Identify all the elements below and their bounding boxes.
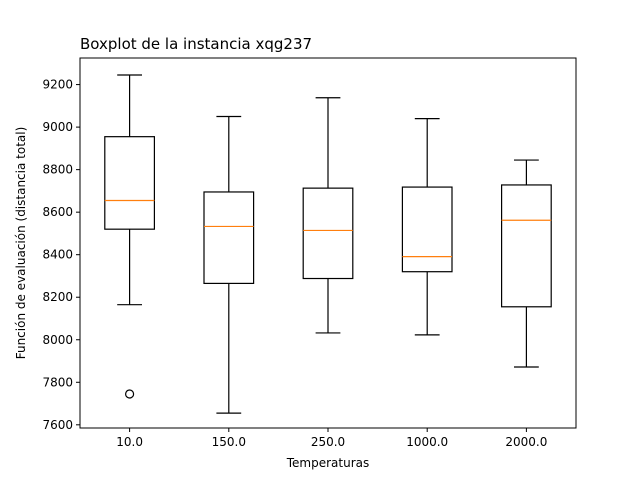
y-axis-label: Función de evaluación (distancia total) bbox=[14, 127, 28, 360]
box-iqr bbox=[104, 136, 156, 230]
y-tick-label: 9000 bbox=[42, 120, 73, 134]
y-tick-label: 9200 bbox=[42, 78, 73, 92]
x-tick-label: 250.0 bbox=[311, 435, 345, 449]
x-tick-label: 10.0 bbox=[116, 435, 143, 449]
y-tick-label: 8400 bbox=[42, 248, 73, 262]
plot-area: 7600 7800 8000 8200 8400 8600 8800 9000 9200 10.0… bbox=[42, 74, 552, 449]
y-tick-label: 7600 bbox=[42, 418, 73, 432]
y-tick-label: 7800 bbox=[42, 375, 73, 389]
box-iqr bbox=[501, 184, 552, 308]
x-tick-label: 2000.0 bbox=[505, 435, 547, 449]
outlier-point bbox=[125, 389, 135, 399]
y-tick-label: 8600 bbox=[42, 205, 73, 219]
box-iqr bbox=[203, 191, 255, 285]
y-tick-label: 8200 bbox=[42, 290, 73, 304]
x-axis-label: Temperaturas bbox=[286, 456, 370, 470]
y-tick-label: 8800 bbox=[42, 163, 73, 177]
x-tick-label: 150.0 bbox=[212, 435, 246, 449]
y-tick-label: 8000 bbox=[42, 333, 73, 347]
box-iqr bbox=[401, 186, 453, 273]
axes-frame bbox=[79, 57, 577, 429]
x-tick-label: 1000.0 bbox=[406, 435, 448, 449]
chart-title: Boxplot de la instancia xqg237 bbox=[80, 35, 312, 53]
box-iqr bbox=[302, 187, 354, 280]
